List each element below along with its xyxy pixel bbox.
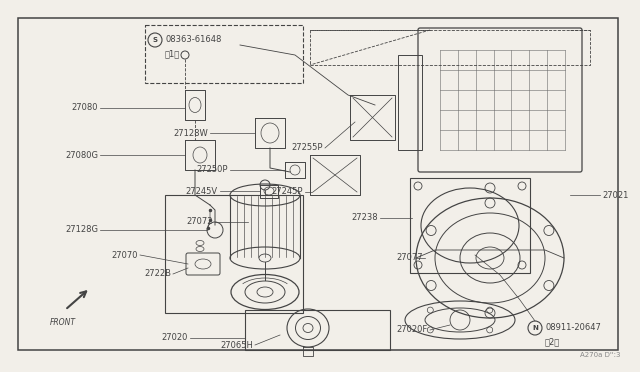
Text: S: S bbox=[152, 37, 157, 43]
Bar bbox=[410, 178, 530, 273]
Bar bbox=[398, 55, 422, 150]
Text: A270a D'':3: A270a D'':3 bbox=[579, 352, 620, 358]
Text: 27072: 27072 bbox=[186, 218, 213, 227]
Text: 08911-20647: 08911-20647 bbox=[545, 324, 601, 333]
Text: （1）: （1） bbox=[165, 49, 180, 58]
Text: 27245P: 27245P bbox=[271, 187, 303, 196]
Text: 08363-61648: 08363-61648 bbox=[165, 35, 221, 45]
Text: 27020F: 27020F bbox=[397, 326, 428, 334]
Text: 27238: 27238 bbox=[351, 214, 378, 222]
Bar bbox=[18, 18, 618, 350]
Text: 27065H: 27065H bbox=[220, 340, 253, 350]
Bar bbox=[145, 25, 303, 83]
Text: FRONT: FRONT bbox=[50, 318, 76, 327]
Bar bbox=[245, 310, 390, 350]
Text: 2722B: 2722B bbox=[144, 269, 171, 279]
Text: 27020: 27020 bbox=[162, 334, 188, 343]
Text: 27021: 27021 bbox=[602, 190, 628, 199]
Text: N: N bbox=[532, 325, 538, 331]
Bar bbox=[165, 195, 303, 313]
Text: 27128G: 27128G bbox=[65, 225, 98, 234]
Text: 27128W: 27128W bbox=[173, 128, 208, 138]
Text: 27250P: 27250P bbox=[196, 166, 228, 174]
Text: 27080G: 27080G bbox=[65, 151, 98, 160]
Text: 27080: 27080 bbox=[72, 103, 98, 112]
Text: 27245V: 27245V bbox=[186, 186, 218, 196]
Text: 27070: 27070 bbox=[111, 250, 138, 260]
Text: 27077: 27077 bbox=[396, 253, 423, 263]
Text: 27255P: 27255P bbox=[291, 144, 323, 153]
Text: （2）: （2） bbox=[545, 337, 560, 346]
